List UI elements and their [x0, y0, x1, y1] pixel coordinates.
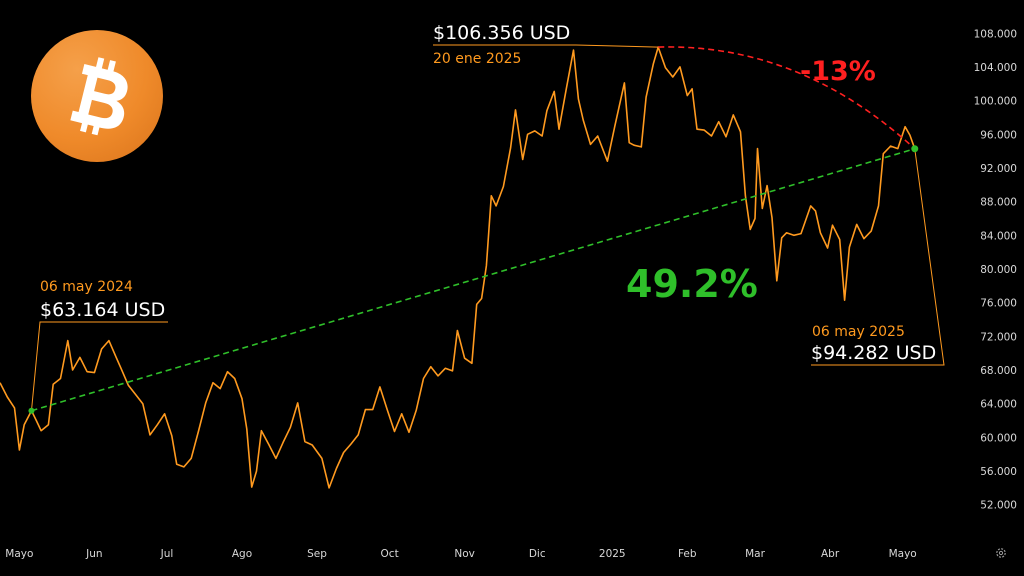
x-tick-label: Jul [160, 548, 174, 560]
end-date-label: 06 may 2025 [812, 324, 905, 340]
y-tick-label: 100.000 [974, 96, 1017, 108]
y-tick-label: 64.000 [980, 399, 1017, 411]
y-tick-label: 108.000 [974, 28, 1017, 40]
x-tick-label: Nov [454, 548, 475, 560]
gain-trend-line [31, 147, 915, 412]
bitcoin-glyph-icon [70, 57, 128, 136]
drawdown-percent-label: -13% [800, 56, 876, 87]
y-tick-label: 76.000 [980, 298, 1017, 310]
gain-percent-label: 49.2% [626, 262, 758, 306]
y-tick-label: 88.000 [980, 197, 1017, 209]
y-tick-label: 60.000 [980, 432, 1017, 444]
marker-points [28, 145, 919, 414]
x-tick-label: Mayo [5, 548, 33, 560]
peak-date-label: 20 ene 2025 [433, 51, 521, 67]
end-callout-line [811, 148, 945, 366]
x-tick-label: Mayo [889, 548, 917, 560]
y-tick-label: 92.000 [980, 163, 1017, 175]
callouts [30, 44, 945, 411]
x-tick-label: Ago [232, 548, 252, 560]
y-tick-label: 96.000 [980, 129, 1017, 141]
x-tick-label: Mar [745, 548, 765, 560]
price-series-line [0, 46, 916, 489]
bitcoin-logo-icon [31, 30, 163, 162]
x-tick-label: Dic [529, 548, 546, 560]
start-callout-line [30, 321, 168, 411]
x-axis: Mayo Jun Jul Ago Sep Oct Nov Dic 2025 Feb Mar Abr Ma… [5, 548, 916, 560]
y-tick-label: 84.000 [980, 230, 1017, 242]
x-tick-label: Abr [821, 548, 840, 560]
start-price-label: $63.164 USD [40, 299, 165, 321]
x-tick-label: Feb [678, 548, 697, 560]
gear-icon[interactable] [995, 547, 1007, 559]
y-tick-label: 72.000 [980, 331, 1017, 343]
x-tick-label: Oct [381, 548, 399, 560]
y-axis: 52.000 56.000 60.000 64.000 68.000 72.000 76.0… [974, 28, 1017, 511]
drawdown-trend-line [658, 46, 916, 150]
y-tick-label: 104.000 [974, 62, 1017, 74]
y-tick-label: 68.000 [980, 365, 1017, 377]
x-tick-label: 2025 [599, 548, 626, 560]
x-tick-label: Jun [85, 548, 102, 560]
y-tick-label: 52.000 [980, 500, 1017, 512]
y-tick-label: 80.000 [980, 264, 1017, 276]
start-point [28, 407, 35, 414]
y-tick-label: 56.000 [980, 466, 1017, 478]
peak-callout-line [433, 44, 659, 48]
end-price-label: $94.282 USD [811, 342, 936, 364]
x-tick-label: Sep [307, 548, 327, 560]
end-point [911, 145, 919, 153]
start-date-label: 06 may 2024 [40, 279, 133, 295]
peak-price-label: $106.356 USD [433, 22, 570, 44]
